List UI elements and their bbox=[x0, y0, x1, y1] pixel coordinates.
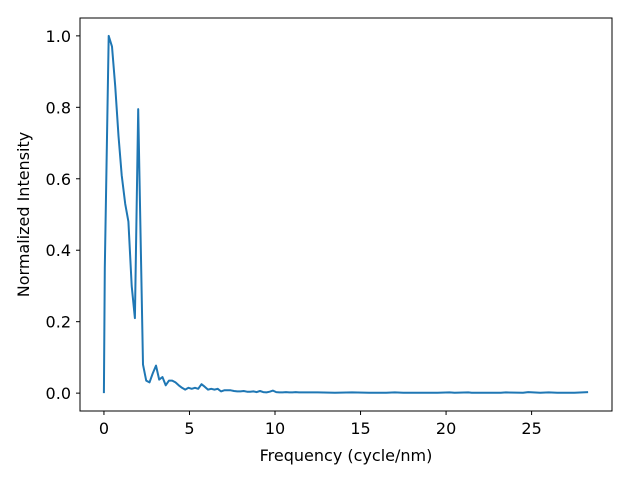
x-tick-label: 0 bbox=[99, 419, 109, 438]
y-tick-label: 0.6 bbox=[46, 170, 71, 189]
axes-frame bbox=[79, 17, 613, 412]
x-tick-label: 20 bbox=[436, 419, 456, 438]
y-tick-label: 0.4 bbox=[46, 241, 71, 260]
y-tick-label: 0.2 bbox=[46, 313, 71, 332]
y-tick-label: 1.0 bbox=[46, 27, 71, 46]
x-axis-label: Frequency (cycle/nm) bbox=[260, 446, 433, 465]
plot-area bbox=[102, 34, 589, 394]
y-axis-label: Normalized Intensity bbox=[14, 132, 33, 297]
series-line bbox=[102, 34, 589, 394]
y-tick-label: 0.0 bbox=[46, 384, 71, 403]
axis-ticks: 0 5 10 15 20 25 0.0 0.2 0.4 0.6 0.8 1.0 bbox=[46, 27, 542, 438]
y-tick-label: 0.8 bbox=[46, 98, 71, 117]
x-tick-label: 10 bbox=[265, 419, 285, 438]
x-tick-label: 25 bbox=[521, 419, 541, 438]
x-tick-label: 15 bbox=[350, 419, 370, 438]
x-tick-label: 5 bbox=[184, 419, 194, 438]
